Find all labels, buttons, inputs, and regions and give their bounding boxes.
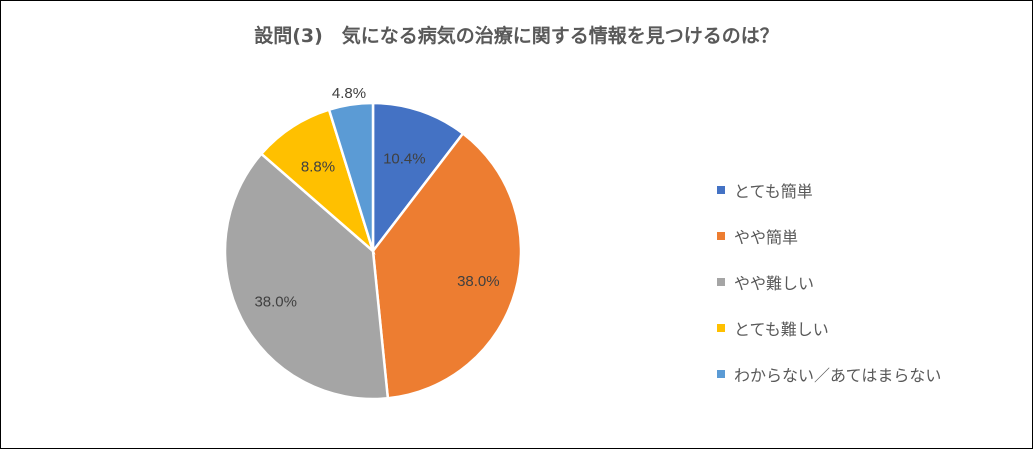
legend-item-0: とても簡単 xyxy=(717,167,941,213)
pie-slice-0 xyxy=(371,101,465,255)
legend-label-1: やや簡単 xyxy=(734,228,799,247)
legend-label-4: わからない／あてはまらない xyxy=(734,366,942,385)
legend: とても簡単やや簡単やや難しいとても難しいわからない／あてはまらない xyxy=(717,167,941,397)
legend-label-3: とても難しい xyxy=(734,320,829,339)
data-label-1: 38.0% xyxy=(457,273,500,290)
legend-item-2: やや難しい xyxy=(717,259,941,305)
legend-swatch-3 xyxy=(717,324,725,332)
pie-slice-1 xyxy=(371,131,523,400)
legend-swatch-4 xyxy=(717,370,725,378)
legend-swatch-0 xyxy=(717,186,725,194)
data-label-2: 38.0% xyxy=(254,293,297,310)
legend-label-0: とても簡単 xyxy=(734,182,813,201)
data-label-3: 8.8% xyxy=(301,159,335,176)
data-label-4: 4.8% xyxy=(332,85,366,102)
pie-slice-3 xyxy=(259,108,376,255)
legend-label-2: やや難しい xyxy=(734,274,815,293)
data-label-0: 10.4% xyxy=(383,150,426,167)
legend-item-3: とても難しい xyxy=(717,305,941,351)
legend-item-1: やや簡単 xyxy=(717,213,941,259)
chart-title: 設問(3) 気になる病気の治療に関する情報を見つけるのは？ xyxy=(254,25,779,47)
legend-swatch-1 xyxy=(717,232,725,240)
legend-swatch-2 xyxy=(717,278,725,286)
pie-slice-2 xyxy=(223,152,390,401)
pie-slice-4 xyxy=(327,101,375,252)
legend-item-4: わからない／あてはまらない xyxy=(717,351,941,397)
